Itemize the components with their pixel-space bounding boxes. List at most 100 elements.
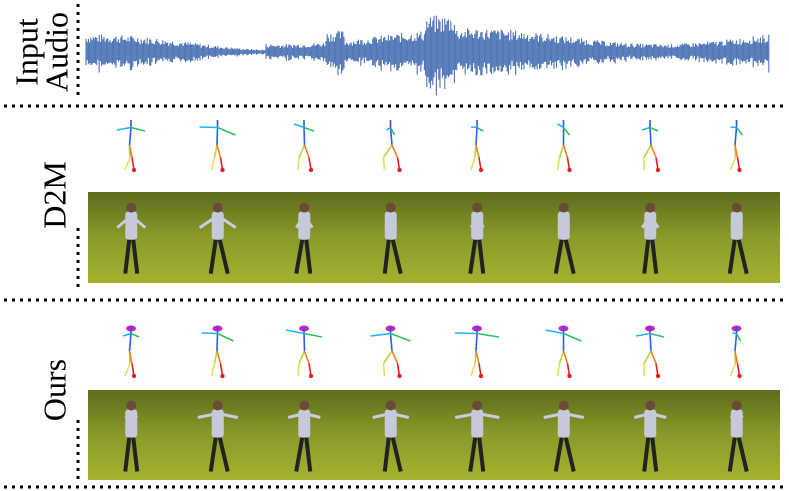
skeleton-limb <box>641 126 651 131</box>
leg <box>294 437 305 472</box>
skeleton-joint <box>397 167 402 173</box>
leg <box>304 437 313 472</box>
skeleton-limb <box>556 157 561 171</box>
skeleton-joint <box>397 373 402 379</box>
row-label: Input <box>8 18 44 86</box>
skeleton-limb <box>732 332 737 335</box>
torso <box>125 211 138 240</box>
leg <box>468 437 478 472</box>
torso <box>557 409 570 438</box>
skeleton-limb <box>210 157 216 171</box>
head <box>299 400 310 411</box>
skeleton-limb <box>303 350 310 364</box>
skeleton-joint <box>308 167 314 173</box>
leg <box>727 239 737 274</box>
leg <box>390 437 403 472</box>
skeleton-limb <box>650 144 657 158</box>
skeleton-limb <box>128 127 132 146</box>
skeleton-limb <box>303 127 306 146</box>
skeleton-limb <box>649 333 652 352</box>
leg <box>563 239 576 275</box>
skeleton-limb <box>390 332 411 342</box>
skeleton-limb <box>475 350 480 364</box>
skeleton-limb <box>649 332 665 338</box>
skeleton-limb <box>382 350 393 364</box>
skeleton-limb <box>116 126 132 131</box>
skeleton-limb <box>128 350 133 364</box>
leg <box>123 239 132 274</box>
leg <box>468 239 478 274</box>
skeleton-limb <box>558 350 565 364</box>
skeleton-limb <box>216 127 219 146</box>
skeleton-limb <box>382 157 386 171</box>
skeleton-limb <box>303 144 310 158</box>
torso <box>384 409 397 438</box>
skeleton-limb <box>470 363 476 377</box>
skeleton-limb <box>124 157 131 171</box>
skeleton-limb <box>557 123 564 129</box>
torso <box>471 211 484 240</box>
skeleton-limb <box>475 127 478 146</box>
skeleton-limb <box>122 332 132 337</box>
leg <box>553 437 564 472</box>
skeleton-limb <box>217 332 234 342</box>
head <box>472 202 483 213</box>
skeleton-limb <box>213 350 218 364</box>
head <box>645 400 656 411</box>
leg <box>736 437 749 472</box>
leg <box>123 437 132 472</box>
torso <box>644 211 657 240</box>
skeleton-limb <box>297 363 300 377</box>
skeleton-limb <box>562 127 571 136</box>
skeleton-limb <box>297 157 300 171</box>
skeleton-limb <box>285 329 305 335</box>
skeleton-limb <box>734 144 739 158</box>
torso <box>730 211 743 240</box>
skeleton-limb <box>729 363 737 377</box>
head <box>645 202 656 213</box>
skeleton-joint <box>308 373 314 379</box>
skeleton-limb <box>216 144 222 158</box>
skeleton-limb <box>643 144 652 158</box>
waveform <box>85 15 770 96</box>
torso <box>557 211 570 240</box>
skeleton-limb <box>729 157 737 171</box>
skeleton-limb <box>476 126 484 132</box>
leg <box>217 437 230 472</box>
head <box>212 400 223 411</box>
skeleton-limb <box>216 333 219 352</box>
skeleton-limb <box>382 144 393 158</box>
head <box>299 202 310 213</box>
leg <box>131 437 140 472</box>
head <box>385 400 396 411</box>
skeleton-limb <box>734 333 738 352</box>
skeleton-joint <box>478 373 484 379</box>
torso <box>211 409 224 438</box>
row-label: Ours <box>36 359 72 421</box>
leg <box>217 239 230 275</box>
torso <box>298 211 311 240</box>
leg <box>736 239 749 275</box>
skeleton-limb <box>475 333 478 352</box>
skeleton-limb <box>130 126 146 132</box>
skeleton-limb <box>389 127 396 136</box>
head <box>126 400 137 411</box>
skeleton-limb <box>470 157 476 171</box>
skeleton-joint <box>220 373 225 379</box>
skeleton-limb <box>643 350 652 364</box>
head <box>126 202 137 213</box>
torso <box>298 409 311 438</box>
leg <box>553 239 564 274</box>
skeleton-limb <box>391 144 399 158</box>
leg <box>477 437 486 472</box>
leg <box>382 437 391 472</box>
skeleton-limb <box>563 332 582 342</box>
leg <box>131 239 140 274</box>
row-label: D2M <box>36 161 72 229</box>
skeleton-limb <box>389 127 393 146</box>
skeleton-limb <box>734 127 738 146</box>
skeleton-limb <box>293 123 305 129</box>
skeleton-limb <box>298 350 306 364</box>
torso <box>384 211 397 240</box>
torso <box>125 409 138 438</box>
